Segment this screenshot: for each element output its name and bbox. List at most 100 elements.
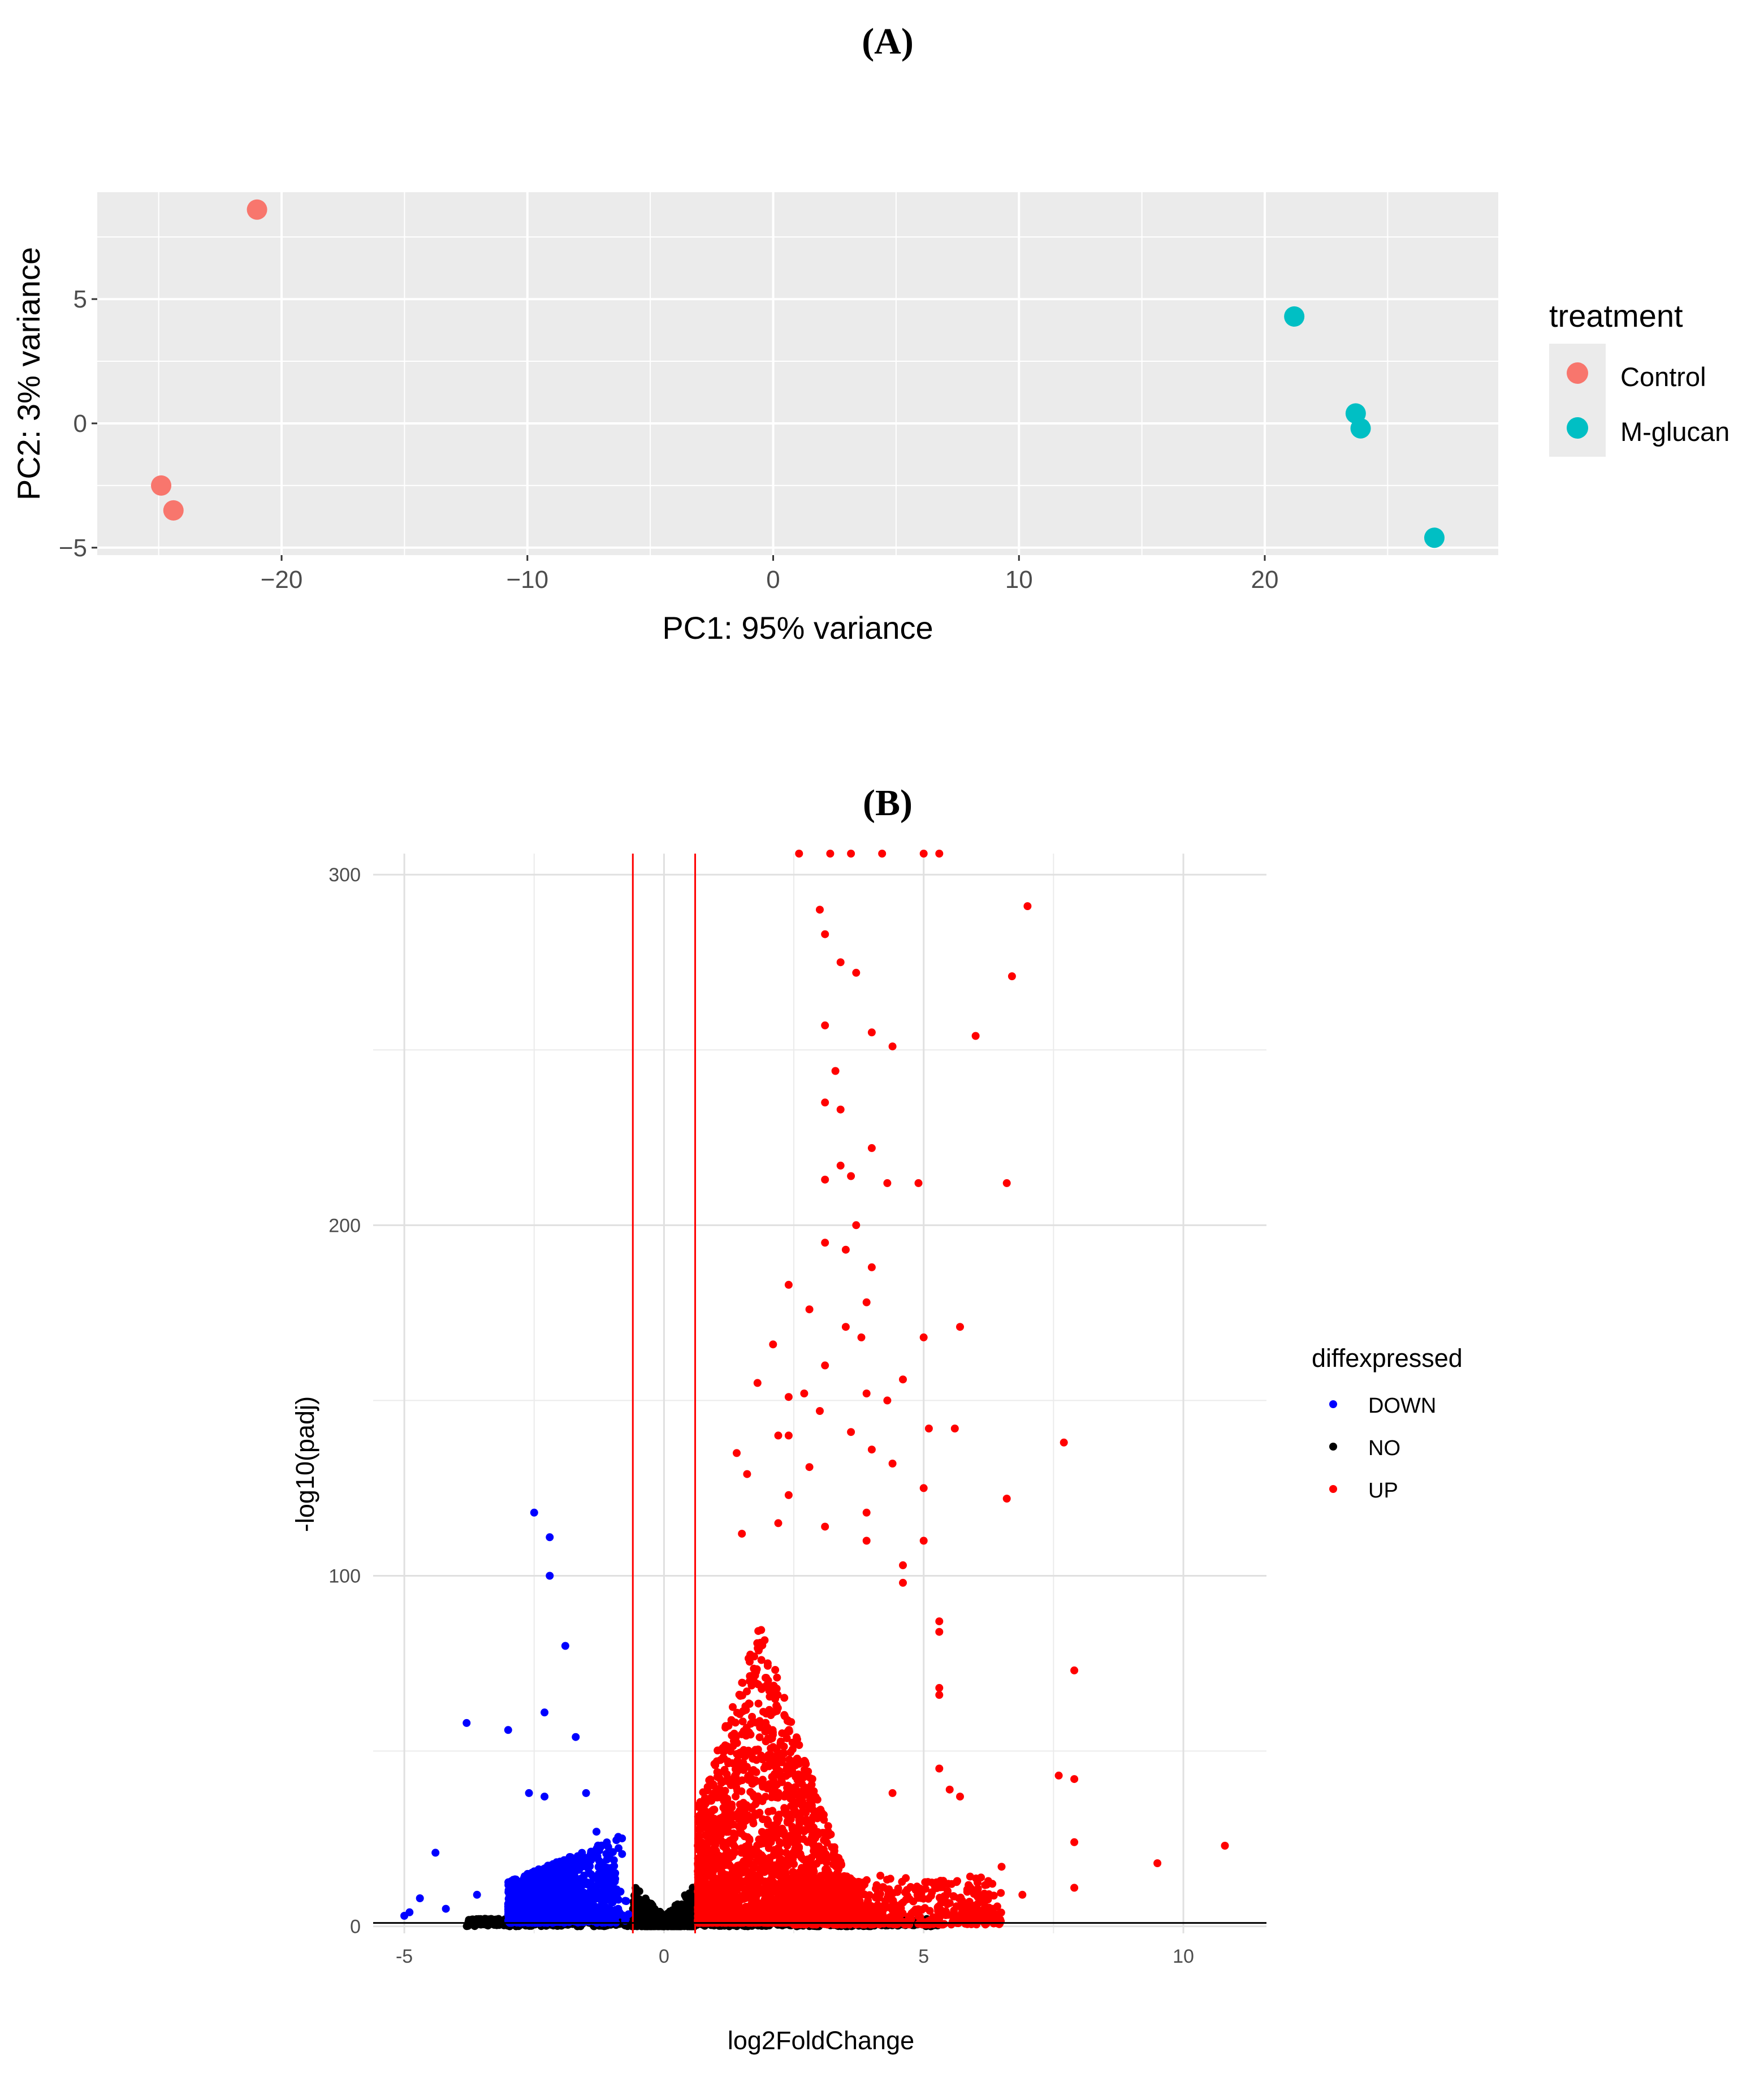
volcano-point-up	[738, 1717, 747, 1726]
pca-chart: −20 −10 0 10 20−505 PC1: 95% variance PC2: 3…	[11, 192, 1730, 646]
pca-point-control	[151, 475, 172, 496]
volcano-point-down	[541, 1864, 549, 1873]
volcano-point-down	[618, 1850, 626, 1858]
volcano-point-no	[637, 1897, 646, 1905]
volcano-point-no	[630, 1917, 638, 1925]
volcano-point-up	[730, 1843, 739, 1851]
volcano-point-up	[716, 1746, 725, 1754]
volcano-point-down	[416, 1894, 424, 1902]
legend-key-control	[1567, 362, 1588, 384]
pca-plot-background	[97, 192, 1498, 555]
pca-y-axis-label: PC2: 3% variance	[11, 247, 46, 500]
volcano-point-up	[751, 1800, 760, 1808]
volcano-point-up	[785, 1726, 793, 1734]
volcano-point-up	[783, 1717, 792, 1725]
volcano-point-down	[546, 1533, 554, 1542]
volcano-point-up	[751, 1776, 760, 1785]
volcano-point-down	[513, 1915, 521, 1924]
volcano-point-up	[751, 1671, 759, 1680]
volcano-point-up	[736, 1829, 744, 1837]
volcano-point-up	[752, 1768, 760, 1776]
volcano-point-up	[767, 1867, 775, 1876]
volcano-point-down	[504, 1907, 513, 1915]
volcano-point-up	[741, 1702, 750, 1711]
volcano-point-down	[585, 1917, 593, 1926]
volcano-point-up	[758, 1685, 766, 1693]
volcano-point-up	[703, 1861, 712, 1869]
volcano-point-up	[766, 1693, 774, 1701]
pca-point-m-glucan	[1284, 306, 1305, 327]
volcano-point-down	[511, 1899, 520, 1907]
volcano-point-down	[514, 1908, 522, 1916]
pca-x-tick-label: 0	[766, 566, 780, 594]
volcano-point-no	[681, 1891, 689, 1899]
volcano-point-down	[530, 1508, 538, 1517]
volcano-point-down	[567, 1854, 576, 1862]
volcano-point-down	[526, 1881, 535, 1889]
volcano-point-down	[622, 1897, 630, 1905]
volcano-point-down	[431, 1849, 440, 1857]
volcano-point-down	[603, 1855, 611, 1864]
volcano-point-up	[715, 1769, 724, 1777]
volcano-point-up	[766, 1895, 775, 1904]
volcano-point-down	[577, 1874, 586, 1882]
volcano-point-down	[595, 1862, 603, 1870]
volcano-point-down	[587, 1889, 596, 1898]
volcano-point-up	[772, 1685, 781, 1693]
volcano-point-down	[593, 1881, 601, 1890]
volcano-point-down	[536, 1911, 544, 1919]
volcano-point-down	[546, 1572, 554, 1580]
volcano-point-down	[535, 1877, 543, 1885]
volcano-point-down	[603, 1867, 612, 1875]
pca-y-tick-label: −5	[59, 534, 87, 562]
volcano-point-up	[759, 1782, 767, 1791]
volcano-point-up	[773, 1865, 781, 1873]
volcano-point-up	[763, 1661, 772, 1670]
volcano-point-no	[658, 1920, 666, 1928]
volcano-point-up	[763, 1724, 772, 1732]
volcano-point-up	[747, 1681, 756, 1690]
volcano-x-tick-label: 5	[918, 1946, 929, 1967]
volcano-point-down	[602, 1850, 611, 1858]
volcano-point-up	[762, 1761, 769, 1770]
volcano-point-up	[795, 1741, 803, 1749]
volcano-point-no	[637, 1907, 646, 1916]
volcano-point-down	[583, 1863, 591, 1872]
volcano-point-up	[694, 1803, 703, 1811]
volcano-point-up	[773, 1691, 782, 1699]
volcano-y-tick-label: 0	[350, 1916, 361, 1938]
volcano-point-down	[555, 1906, 564, 1915]
volcano-point-up	[780, 1711, 789, 1719]
volcano-point-down	[602, 1916, 610, 1924]
volcano-point-down	[593, 1828, 600, 1836]
volcano-point-down	[575, 1865, 583, 1874]
volcano-point-down	[613, 1888, 621, 1896]
volcano-point-down	[543, 1880, 551, 1888]
pca-x-axis-label: PC1: 95% variance	[662, 610, 933, 646]
volcano-point-up	[738, 1678, 746, 1687]
volcano-point-down	[564, 1903, 572, 1912]
volcano-point-up	[745, 1654, 753, 1663]
volcano-point-up	[772, 1895, 780, 1903]
volcano-point-up	[746, 1787, 755, 1796]
panel-b-label: (B)	[863, 782, 913, 824]
pca-x-tick-label: −10	[506, 566, 548, 594]
volcano-point-no	[664, 1920, 672, 1928]
volcano-point-down	[577, 1881, 586, 1890]
pca-point-control	[163, 500, 184, 521]
volcano-point-down	[542, 1904, 551, 1913]
volcano-gridlines	[373, 854, 1266, 1933]
pca-x-tick-label: 20	[1251, 566, 1279, 594]
volcano-point-up	[755, 1733, 764, 1742]
volcano-point-up	[708, 1869, 717, 1877]
volcano-point-up	[708, 1832, 717, 1841]
volcano-point-down	[548, 1863, 556, 1871]
volcano-point-up	[788, 1763, 797, 1772]
volcano-point-up	[786, 1815, 795, 1824]
volcano-point-no	[677, 1922, 685, 1930]
pca-tick-labels: −20 −10 0 10 20−505	[59, 285, 1279, 594]
panel-a-label: (A)	[862, 21, 914, 62]
volcano-point-down	[615, 1844, 622, 1852]
